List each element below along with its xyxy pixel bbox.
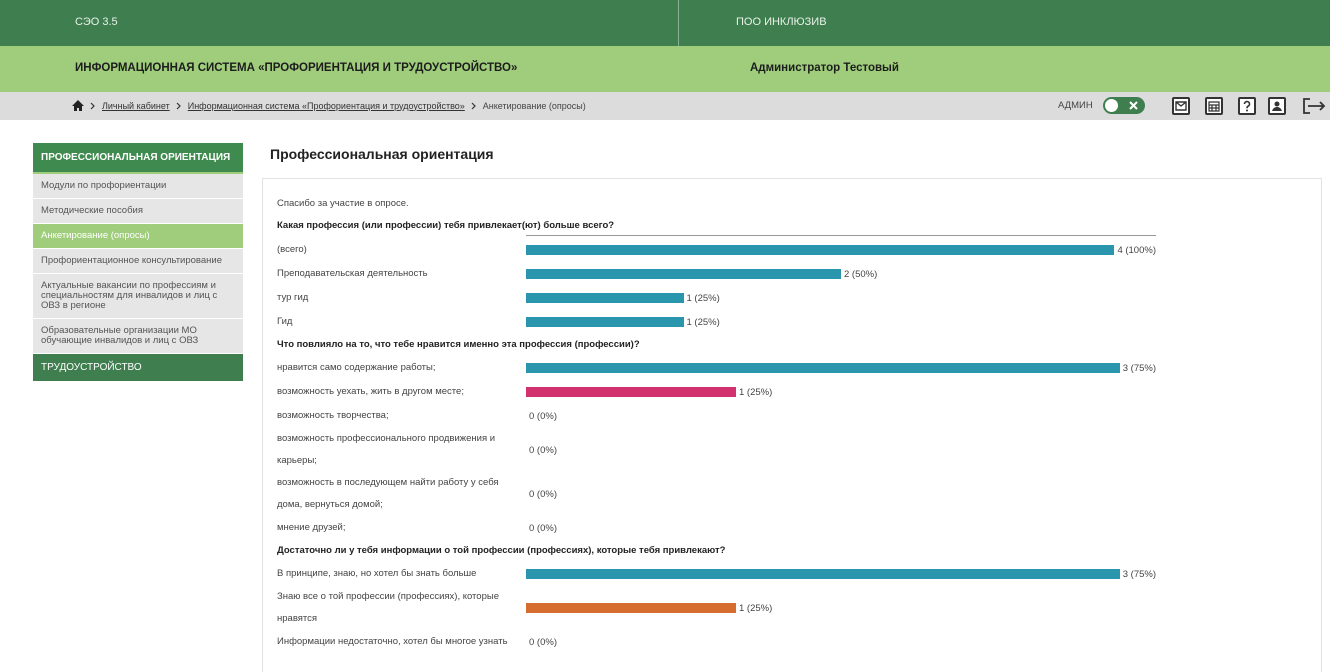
sidebar-item[interactable]: Образовательные организации МО обучающие… xyxy=(33,319,243,354)
answer-label: (всего) xyxy=(277,244,307,255)
bar-track: 1 (25%) xyxy=(526,317,1156,328)
sidebar-item[interactable]: Методические пособия xyxy=(33,199,243,224)
answer-label: возможность уехать, жить в другом месте; xyxy=(277,386,464,397)
bar xyxy=(526,269,841,279)
thanks-text: Спасибо за участие в опросе. xyxy=(277,198,409,209)
answer-label: Знаю все о той профессии (профессиях), к… xyxy=(277,591,499,624)
sidebar-item[interactable]: Анкетирование (опросы) xyxy=(33,224,243,249)
bar-track: 1 (25%) xyxy=(526,603,1156,614)
answer-row: возможность в последующем найти работу у… xyxy=(277,472,1321,516)
role: АДМИН xyxy=(1058,100,1093,111)
bar xyxy=(526,569,1120,579)
value-label: 2 (50%) xyxy=(844,268,878,280)
answer-row: возможность уехать, жить в другом месте;… xyxy=(277,380,1321,404)
sidebar-item[interactable]: Актуальные вакансии по профессиям и спец… xyxy=(33,274,243,319)
bar-track: 1 (25%) xyxy=(526,387,1156,398)
sidebar-section[interactable]: ПРОФЕССИОНАЛЬНАЯ ОРИЕНТАЦИЯ xyxy=(33,143,243,174)
answer-row: возможность творчества; 0 (0%) xyxy=(277,404,1321,428)
value-label: 3 (75%) xyxy=(1122,362,1156,374)
bar-track: 0 (0%) xyxy=(526,411,1156,422)
bar xyxy=(526,603,736,613)
answer-row: тур гид 1 (25%) xyxy=(277,286,1321,310)
answer-label: возможность творчества; xyxy=(277,410,389,421)
calendar-icon[interactable] xyxy=(1205,97,1223,115)
sidebar-item[interactable]: Профориентационное консультирование xyxy=(33,249,243,274)
bar xyxy=(526,317,684,327)
bar-track: 2 (50%) xyxy=(526,269,1156,280)
bar xyxy=(526,245,1115,255)
system-name: ИНФОРМАЦИОННАЯ СИСТЕМА «ПРОФОРИЕНТАЦИЯ И… xyxy=(75,62,518,74)
answer-label: мнение друзей; xyxy=(277,522,346,533)
answer-row: нравится само содержание работы; 3 (75%) xyxy=(277,356,1321,380)
answer-row: (всего) 4 (100%) xyxy=(277,238,1321,262)
separator xyxy=(176,102,181,109)
home-icon[interactable] xyxy=(72,100,84,111)
value-label: 0 (0%) xyxy=(529,488,557,500)
system-bar: ИНФОРМАЦИОННАЯ СИСТЕМА «ПРОФОРИЕНТАЦИЯ И… xyxy=(0,46,1330,92)
bar-track: 0 (0%) xyxy=(526,445,1156,456)
breadcrumb-item: Анкетирование (опросы) xyxy=(482,100,586,111)
bar-track: 0 (0%) xyxy=(526,489,1156,500)
bar xyxy=(526,363,1120,373)
answer-row: Преподавательская деятельность 2 (50%) xyxy=(277,262,1321,286)
value-label: 1 (25%) xyxy=(686,316,720,328)
separator xyxy=(471,102,476,109)
answer-label: Преподавательская деятельность xyxy=(277,268,428,279)
value-label: 0 (0%) xyxy=(529,410,557,422)
value-label: 0 (0%) xyxy=(529,522,557,534)
bar xyxy=(526,387,736,397)
answer-row: Знаю все о той профессии (профессиях), к… xyxy=(277,586,1321,630)
help-icon[interactable] xyxy=(1238,97,1256,115)
question: Достаточно ли у тебя информации о той пр… xyxy=(277,545,726,556)
answer-label: нравится само содержание работы; xyxy=(277,362,436,373)
answer-label: Информации недостаточно, хотел бы многое… xyxy=(277,636,508,647)
answer-label: Гид xyxy=(277,316,293,327)
bar-track: 1 (25%) xyxy=(526,293,1156,304)
bar-track: 3 (75%) xyxy=(526,569,1156,580)
answer-row: В принципе, знаю, но хотел бы знать боль… xyxy=(277,562,1321,586)
bar xyxy=(526,293,684,303)
profile-icon[interactable] xyxy=(1268,97,1286,115)
value-label: 0 (0%) xyxy=(529,636,557,648)
answer-row: Гид 1 (25%) xyxy=(277,310,1321,334)
separator xyxy=(90,102,95,109)
logout-icon[interactable] xyxy=(1302,97,1330,115)
answer-row: Информации недостаточно, хотел бы многое… xyxy=(277,630,1321,654)
bar-track: 0 (0%) xyxy=(526,637,1156,648)
bar-track: 4 (100%) xyxy=(526,245,1156,256)
rule xyxy=(526,235,1156,236)
answer-label: возможность профессионального продвижени… xyxy=(277,433,496,466)
answer-label: В принципе, знаю, но хотел бы знать боль… xyxy=(277,568,477,579)
sidebar-section[interactable]: ТРУДОУСТРОЙСТВО xyxy=(33,354,243,381)
role-toggle[interactable] xyxy=(1103,97,1145,114)
breadcrumb: Личный кабинет Информационная система «Пр… xyxy=(72,100,586,111)
question: Какая профессия (или профессии) тебя при… xyxy=(277,220,615,231)
value-label: 3 (75%) xyxy=(1122,568,1156,580)
value-label: 0 (0%) xyxy=(529,444,557,456)
value-label: 1 (25%) xyxy=(739,602,773,614)
question: Что повлияло на то, что тебе нравится им… xyxy=(277,339,640,350)
answer-label: тур гид xyxy=(277,292,309,303)
breadcrumb-bar: Личный кабинет Информационная система «Пр… xyxy=(0,92,1330,120)
survey-results: Спасибо за участие в опросе. Какая профе… xyxy=(262,178,1322,672)
mail-icon[interactable] xyxy=(1172,97,1190,115)
value-label: 1 (25%) xyxy=(686,292,720,304)
answer-row: возможность профессионального продвижени… xyxy=(277,428,1321,472)
org-name: СЭО 3.5 xyxy=(75,16,118,28)
bar-track: 0 (0%) xyxy=(526,523,1156,534)
breadcrumb-item[interactable]: Информационная система «Профориентация и… xyxy=(187,100,465,111)
answer-label: возможность в последующем найти работу у… xyxy=(277,477,499,510)
page-title: Профессиональная ориентация xyxy=(270,146,494,162)
value-label: 4 (100%) xyxy=(1117,244,1156,256)
institution: ПОО ИНКЛЮЗИВ xyxy=(736,16,827,28)
sidebar: ПРОФЕССИОНАЛЬНАЯ ОРИЕНТАЦИЯ Модули по пр… xyxy=(33,143,243,381)
answer-row: мнение друзей; 0 (0%) xyxy=(277,516,1321,540)
user-name[interactable]: Администратор Тестовый xyxy=(750,62,899,74)
value-label: 1 (25%) xyxy=(739,386,773,398)
top-bar: СЭО 3.5 ПОО ИНКЛЮЗИВ xyxy=(0,0,1330,92)
bar-track: 3 (75%) xyxy=(526,363,1156,374)
sidebar-item[interactable]: Модули по профориентации xyxy=(33,174,243,199)
breadcrumb-item[interactable]: Личный кабинет xyxy=(102,100,170,111)
